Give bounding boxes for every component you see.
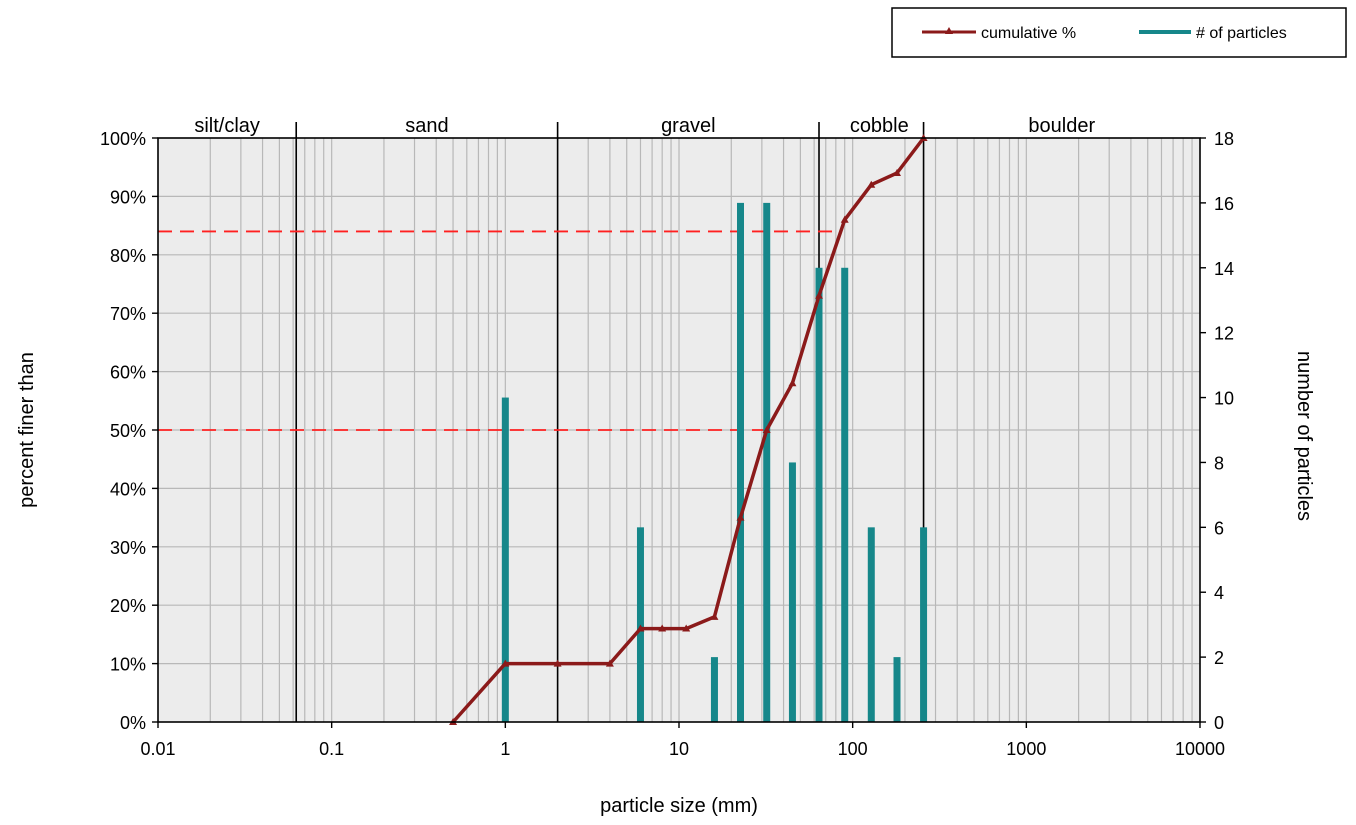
cumulative-line-series [449, 134, 928, 725]
size-class-label: cobble [850, 115, 909, 137]
y-tick-label: 40% [110, 479, 146, 499]
cumulative-point [636, 624, 645, 632]
legend: cumulative % # of particles [891, 7, 1347, 58]
x-axis-ticks: 0.01 0.1 1 10 100 1000 10000 [140, 722, 1225, 759]
y-tick-label: 100% [100, 129, 146, 149]
particle-count-bar [501, 397, 509, 722]
particle-count-bar [815, 267, 823, 722]
cumulative-point [762, 426, 771, 433]
y2-tick-label: 0 [1214, 713, 1224, 733]
legend-label-cumulative: cumulative % [981, 25, 1076, 42]
particle-count-bar [893, 657, 901, 722]
particle-count-bar [710, 657, 718, 722]
cumulative-point [682, 624, 691, 632]
cumulative-line [451, 136, 925, 724]
particle-count-bar [736, 202, 744, 722]
x-tick-label: 10 [669, 739, 689, 759]
y-tick-label: 20% [110, 596, 146, 616]
particle-count-bar [841, 267, 849, 722]
y2-tick-label: 14 [1214, 259, 1234, 279]
x-tick-label: 1000 [1006, 739, 1046, 759]
cumulative-point [736, 513, 745, 521]
size-class-label: gravel [661, 115, 715, 137]
cumulative-point [605, 659, 614, 667]
cumulative-point [553, 659, 562, 667]
x-tick-label: 10000 [1175, 739, 1225, 759]
y2-tick-label: 18 [1214, 129, 1234, 149]
y-tick-label: 90% [110, 187, 146, 207]
size-class-labels: silt/clay sand gravel cobble boulder [194, 115, 1095, 137]
legend-marker-cumulative [945, 27, 953, 34]
y-tick-label: 30% [110, 538, 146, 558]
legend-label-particles: # of particles [1196, 25, 1287, 42]
y2-tick-label: 12 [1214, 324, 1234, 344]
x-tick-label: 0.1 [319, 739, 344, 759]
y-tick-label: 0% [120, 713, 146, 733]
x-tick-label: 0.01 [140, 739, 175, 759]
y-axis-ticks: 0% 10% 20% 30% 40% 50% 60% 70% 80% 90% 100% [100, 129, 158, 733]
cumulative-point [892, 169, 901, 177]
y2-tick-label: 10 [1214, 389, 1234, 409]
cumulative-point [658, 624, 667, 632]
y2-tick-label: 16 [1214, 194, 1234, 214]
y-axis-title: percent finer than [16, 352, 38, 508]
cumulative-point [840, 215, 849, 223]
y-tick-label: 70% [110, 304, 146, 324]
y2-tick-label: 2 [1214, 648, 1224, 668]
x-tick-label: 1 [500, 739, 510, 759]
y-tick-label: 10% [110, 655, 146, 675]
x-axis-title: particle size (mm) [600, 795, 758, 817]
cumulative-point [788, 379, 797, 387]
y-tick-label: 60% [110, 363, 146, 383]
cumulative-point [710, 612, 719, 620]
y2-tick-label: 8 [1214, 453, 1224, 473]
y2-axis-title: number of particles [1293, 351, 1315, 521]
reference-lines [158, 230, 836, 431]
size-class-label: boulder [1028, 115, 1095, 137]
y-tick-label: 50% [110, 421, 146, 441]
cumulative-point [867, 180, 876, 188]
y-tick-label: 80% [110, 246, 146, 266]
y2-axis-ticks: 0 2 4 6 8 10 12 14 16 18 [1200, 129, 1234, 733]
cumulative-point [815, 291, 824, 299]
cumulative-point [501, 659, 510, 667]
y2-tick-label: 4 [1214, 583, 1224, 603]
particle-count-bar [867, 527, 875, 722]
particle-count-bar [763, 202, 771, 722]
particle-count-bar [788, 462, 796, 722]
size-class-label: sand [405, 115, 448, 137]
y2-tick-label: 6 [1214, 518, 1224, 538]
x-tick-label: 100 [838, 739, 868, 759]
particle-count-bar [920, 527, 928, 722]
size-class-label: silt/clay [194, 115, 260, 137]
